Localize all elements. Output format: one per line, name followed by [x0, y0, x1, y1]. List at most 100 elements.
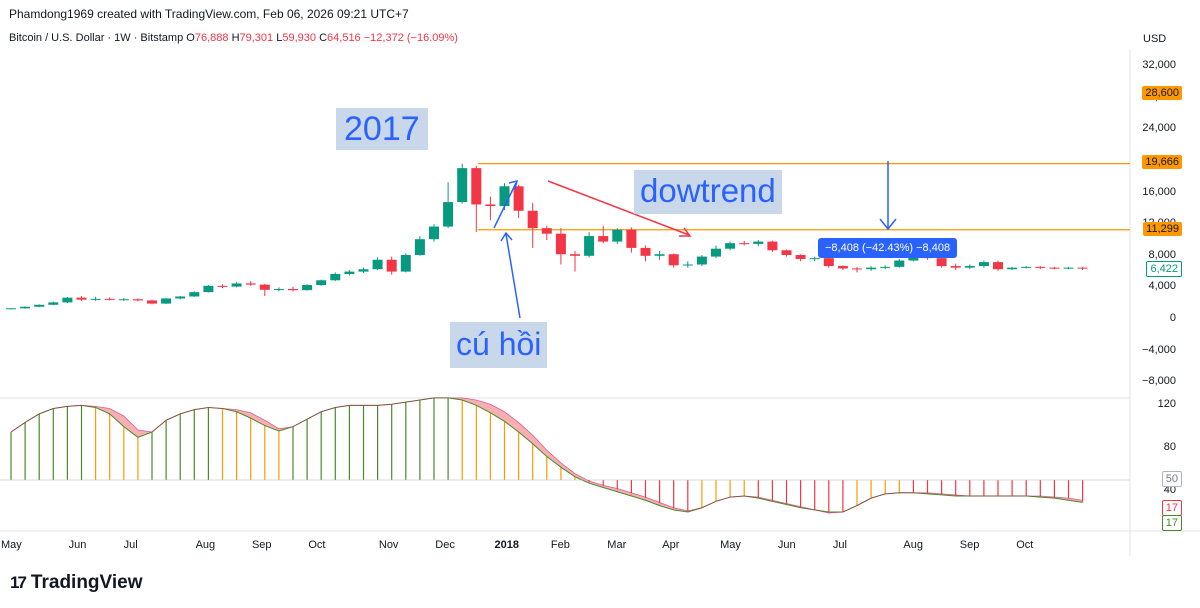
brand-name: TradingView: [30, 572, 143, 593]
candle-body: [852, 268, 862, 270]
candle-body: [682, 264, 693, 266]
candle-body: [541, 228, 552, 234]
candle-body: [76, 297, 87, 300]
candle-body: [725, 243, 736, 249]
candle-body: [570, 254, 580, 256]
candle-body: [696, 256, 707, 265]
tradingview-brand[interactable]: 17 TradingView: [10, 572, 143, 594]
symbol-name: Bitcoin / U.S. Dollar · 1W · Bitstamp: [9, 32, 184, 44]
downtrend-arrow[interactable]: [547, 180, 690, 236]
candles: [6, 163, 1088, 310]
candle-body: [1049, 267, 1060, 269]
candle-body: [358, 269, 369, 272]
bounce-annotation[interactable]: cú hồi: [450, 322, 548, 368]
candle-body: [1035, 266, 1046, 268]
candle-body: [147, 300, 157, 304]
high-label: H: [231, 32, 240, 44]
candle-body: [668, 254, 679, 266]
rebound-arrow-head: [508, 179, 519, 190]
candle-body: [90, 298, 101, 300]
candle-body: [880, 266, 891, 268]
candle-body: [612, 229, 623, 242]
candle-body: [584, 236, 595, 256]
candle-body: [950, 266, 961, 268]
candle-body: [1007, 267, 1018, 270]
candle-body: [443, 202, 454, 227]
price-tag-upper: 28,600: [1142, 86, 1182, 100]
measure-arrow-head: [879, 218, 897, 231]
change-value: −12,372 (−16.09%): [363, 32, 458, 44]
candle-body: [104, 298, 115, 300]
currency-label[interactable]: USD: [1143, 33, 1167, 45]
candle-body: [20, 306, 31, 309]
open-value: 76,888: [194, 32, 229, 44]
open-label: O: [186, 32, 195, 44]
osc-fill-area: [11, 397, 1083, 514]
oscillator: [0, 397, 1130, 514]
downtrend-annotation[interactable]: dowtrend: [634, 170, 782, 214]
rebound-arrow[interactable]: [493, 182, 517, 229]
candle-body: [400, 255, 411, 272]
candle-body: [555, 233, 566, 255]
candle-body: [62, 297, 73, 303]
candle-body: [330, 273, 341, 281]
candle-body: [499, 186, 510, 207]
high-value: 79,301: [239, 32, 274, 44]
candle-body: [964, 266, 975, 268]
candle-body: [795, 255, 806, 259]
candle-body: [189, 292, 200, 297]
candle-body: [767, 241, 778, 251]
osc-tag-b: 17: [1161, 500, 1182, 516]
candle-body: [837, 266, 848, 269]
osc-tag-c: 17: [1161, 515, 1182, 531]
candle-body: [245, 283, 256, 285]
horizontal-levels[interactable]: [478, 163, 1130, 231]
candle-body: [471, 168, 482, 205]
symbol-info: Bitcoin / U.S. Dollar · 1W · Bitstamp O7…: [9, 32, 458, 44]
candle-body: [457, 168, 468, 203]
candle-body: [513, 186, 524, 211]
candle-body: [626, 229, 637, 248]
candle-body: [259, 284, 270, 290]
candle-body: [1063, 267, 1074, 269]
drawings[interactable]: [493, 161, 897, 319]
candle-body: [273, 288, 284, 290]
candle-body: [161, 298, 172, 304]
candle-body: [429, 226, 439, 240]
candle-body: [175, 296, 186, 299]
price-tag-last: 6,422: [1146, 261, 1182, 277]
osc-line-slow: [10, 397, 1083, 514]
candle-body: [978, 262, 989, 267]
candle-body: [386, 259, 397, 272]
candle-body: [781, 250, 792, 256]
chart-credit-text: Phamdong1969 created with TradingView.co…: [9, 7, 409, 21]
candle-body: [866, 267, 877, 270]
candle-body: [34, 304, 45, 307]
candle-body: [936, 258, 947, 267]
pointer-arrow-head: [500, 231, 513, 242]
price-tag-level-low: 11,299: [1143, 222, 1182, 236]
candle-body: [118, 299, 129, 301]
pointer-arrow[interactable]: [505, 233, 521, 319]
candle-body: [48, 302, 59, 305]
downtrend-arrow-head: [679, 227, 692, 237]
candle-body: [598, 236, 609, 242]
close-value: 64,516: [327, 32, 361, 44]
candle-body: [1021, 266, 1032, 268]
candle-body: [6, 308, 16, 310]
year-annotation[interactable]: 2017: [336, 108, 428, 150]
candle-body: [231, 283, 242, 287]
candle-body: [1077, 267, 1088, 269]
measure-label[interactable]: −8,408 (−42.43%) −8,408: [818, 238, 958, 258]
candle-body: [344, 271, 355, 274]
candle-body: [809, 258, 820, 260]
price-tag-level-high: 19,666: [1142, 155, 1182, 169]
candle-body: [654, 254, 665, 256]
tv-logo-icon: 17: [10, 573, 27, 592]
low-value: 59,930: [282, 32, 317, 44]
candle-body: [739, 243, 750, 245]
candle-body: [288, 288, 298, 291]
candle-body: [132, 299, 143, 301]
candle-body: [993, 262, 1003, 270]
